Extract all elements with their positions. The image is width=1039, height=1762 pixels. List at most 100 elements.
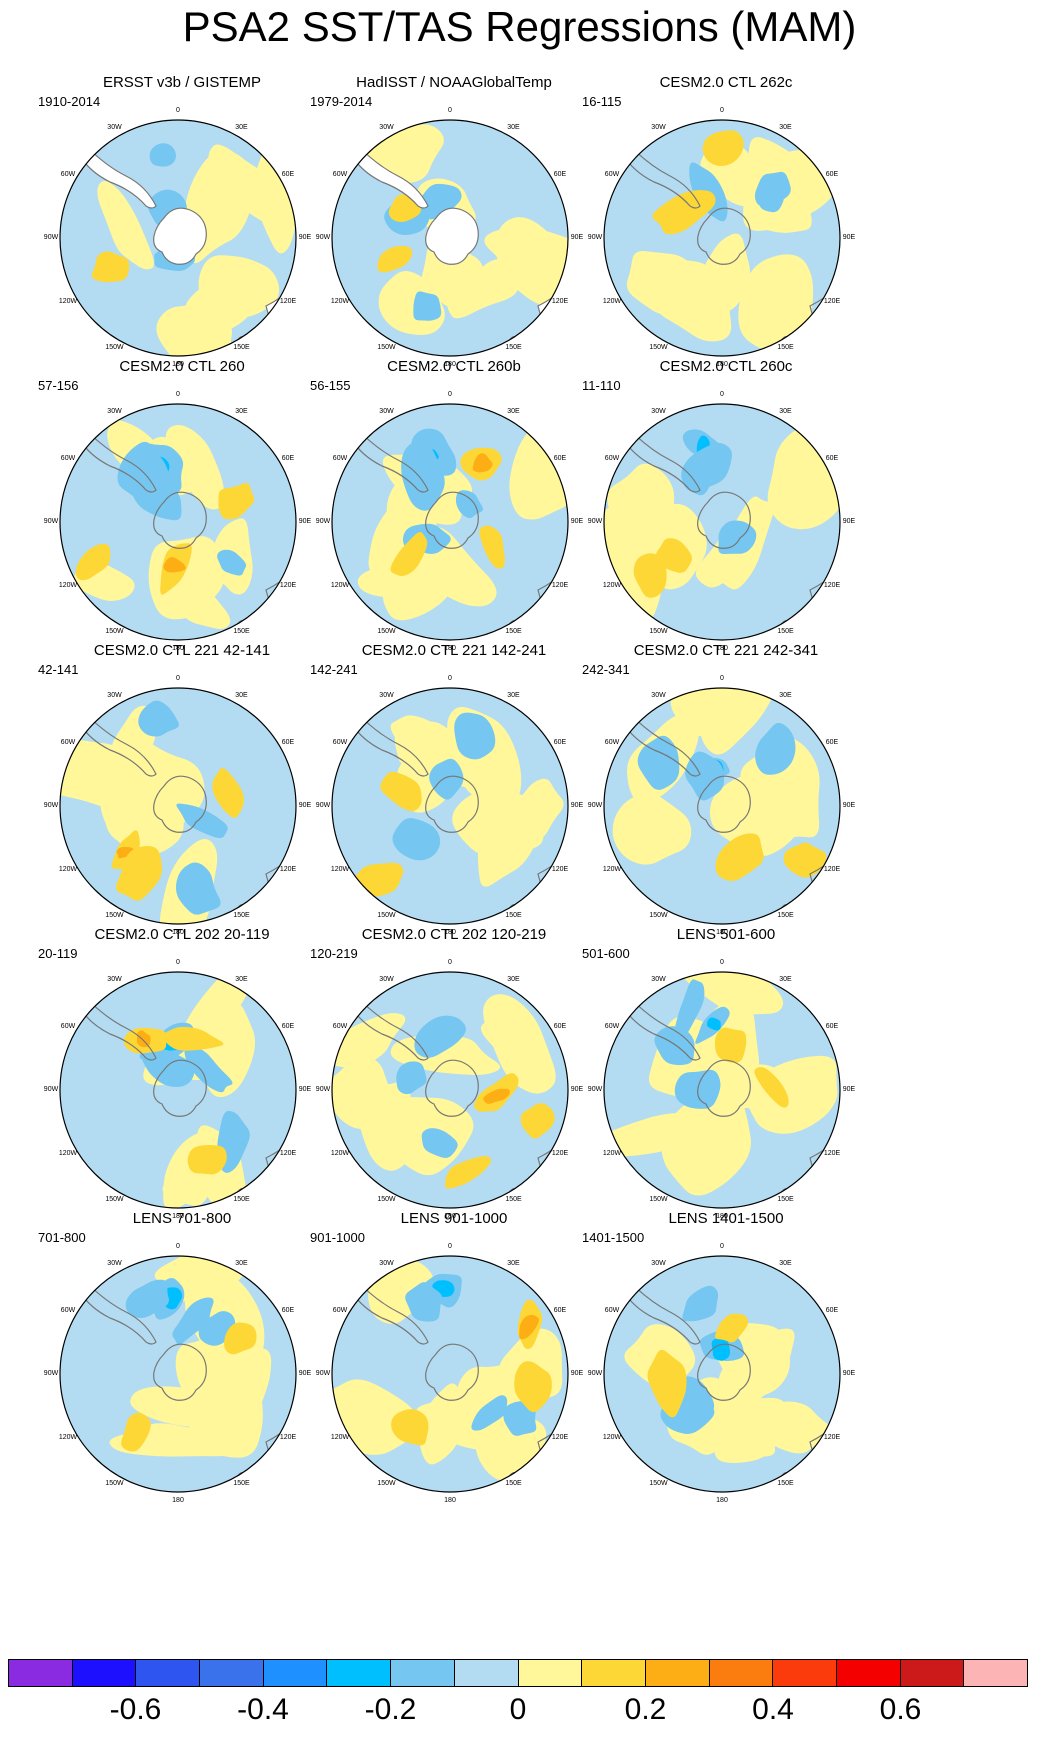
- map-panel: CESM2.0 CTL 221 142-241 142-241 0 30E 60E 90E…: [304, 642, 604, 942]
- colorbar-cell: [454, 1660, 519, 1686]
- map-border: [603, 687, 841, 925]
- longitude-label: 120E: [279, 1433, 297, 1441]
- south-america-coastline: [79, 1281, 157, 1345]
- polar-map: [331, 403, 569, 641]
- longitude-label: 60E: [281, 738, 295, 746]
- longitude-label: 180: [716, 361, 728, 368]
- panel-title: CESM2.0 CTL 221 42-141: [93, 642, 271, 659]
- anomaly-negative-region: [429, 758, 464, 800]
- panel-years: 20-119: [38, 946, 78, 961]
- longitude-label: 180: [716, 929, 728, 936]
- longitude-label: 180: [172, 1497, 184, 1504]
- longitude-label: 150W: [649, 1480, 668, 1487]
- longitude-label: 30E: [235, 976, 248, 983]
- panel-years: 501-600: [582, 946, 630, 961]
- anomaly-warm-region: [390, 531, 428, 577]
- longitude-label: 30E: [235, 692, 248, 699]
- panel-years: 1401-1500: [582, 1230, 645, 1245]
- antarctica-coastline: [153, 1059, 207, 1117]
- longitude-label: 30W: [651, 408, 666, 415]
- longitude-label: 120E: [551, 1149, 569, 1157]
- anomaly-warm-region: [783, 842, 827, 878]
- longitude-label: 30E: [235, 1260, 248, 1267]
- colorbar-cell: [518, 1660, 583, 1686]
- panel-years: 1910-2014: [38, 94, 101, 109]
- longitude-label: 180: [716, 645, 728, 652]
- map-panel: LENS 501-600 501-600 0 30E 60E 90E 120E 150E 180…: [576, 926, 876, 1226]
- longitude-label: 150E: [777, 344, 794, 351]
- longitude-label: 0: [720, 107, 724, 114]
- south-america-coastline: [623, 997, 701, 1061]
- colorbar-cell: [773, 1660, 837, 1686]
- longitude-label: 150E: [777, 912, 794, 919]
- anomaly-positive-region: [357, 561, 449, 598]
- panel-years: 11-110: [582, 378, 621, 393]
- longitude-label: 180: [172, 1213, 184, 1220]
- longitude-label: 60W: [332, 170, 348, 178]
- anomaly-negative-region: [405, 1282, 443, 1322]
- polar-map: [59, 687, 297, 925]
- longitude-label: 150W: [377, 628, 396, 635]
- longitude-label: 30W: [379, 976, 394, 983]
- anomaly-negative-region: [172, 1297, 214, 1345]
- map-border: [331, 687, 569, 925]
- longitude-label: 60E: [825, 1306, 839, 1314]
- longitude-label: 120E: [823, 1149, 841, 1157]
- longitude-label: 30E: [779, 408, 792, 415]
- longitude-label: 150W: [649, 344, 668, 351]
- longitude-label: 120W: [58, 865, 78, 873]
- longitude-label: 150W: [377, 344, 396, 351]
- colorbar-cell: [9, 1660, 73, 1686]
- longitude-label: 0: [720, 675, 724, 682]
- map-border: [331, 119, 569, 357]
- longitude-label: 60W: [332, 1306, 348, 1314]
- longitude-label: 30W: [379, 124, 394, 131]
- map-border: [603, 403, 841, 641]
- panel-years: 701-800: [38, 1230, 86, 1245]
- longitude-label: 150W: [377, 1196, 396, 1203]
- panel-title: LENS 1401-1500: [668, 1210, 784, 1227]
- longitude-label: 90W: [315, 234, 331, 241]
- anomaly-negative-region: [175, 862, 221, 915]
- anomaly-negative-region: [149, 143, 176, 167]
- anomaly-negative-region: [414, 1015, 466, 1058]
- south-america-coastline: [79, 145, 157, 209]
- map-border: [331, 1255, 569, 1493]
- panel-years: 142-241: [310, 662, 358, 677]
- colorbar-cell: [836, 1660, 901, 1686]
- anomaly-negative-region: [138, 700, 179, 737]
- south-america-coastline: [623, 145, 701, 209]
- longitude-label: 0: [448, 959, 452, 966]
- longitude-label: 30W: [379, 692, 394, 699]
- anomaly-positive-region: [332, 1055, 392, 1130]
- longitude-label: 150E: [777, 628, 794, 635]
- longitude-label: 90W: [43, 802, 59, 809]
- map-border: [603, 119, 841, 357]
- longitude-label: 90W: [587, 234, 603, 241]
- longitude-label: 150W: [105, 1196, 124, 1203]
- longitude-label: 90W: [587, 802, 603, 809]
- longitude-label: 0: [176, 959, 180, 966]
- map-panel: CESM2.0 CTL 221 42-141 42-141 0 30E 60E 90E 12…: [32, 642, 332, 942]
- longitude-label: 120W: [602, 297, 622, 305]
- anomaly-positive-region: [165, 425, 225, 510]
- longitude-label: 150E: [777, 1196, 794, 1203]
- panel-title: LENS 901-1000: [400, 1210, 508, 1227]
- anomaly-negative-region: [471, 1395, 508, 1431]
- polar-map: [603, 687, 841, 925]
- longitude-label: 150E: [505, 1196, 522, 1203]
- colorbar-tick-label: 0.4: [752, 1693, 794, 1726]
- longitude-label: 120W: [602, 865, 622, 873]
- panel-title: CESM2.0 CTL 260: [119, 358, 245, 375]
- antarctica-coastline: [153, 491, 207, 549]
- longitude-label: 60E: [825, 1022, 839, 1030]
- map-panel: LENS 1401-1500 1401-1500 0 30E 60E 90E 120E 150…: [576, 1210, 876, 1510]
- anomaly-warm-region: [647, 1349, 687, 1418]
- anomaly-negative-region: [176, 803, 228, 839]
- longitude-label: 120W: [602, 581, 622, 589]
- longitude-label: 30W: [379, 408, 394, 415]
- longitude-label: 90E: [298, 234, 312, 241]
- longitude-label: 90E: [298, 518, 312, 525]
- polar-map: [59, 403, 297, 641]
- colorbar-labels: -0.6 -0.4 -0.2 0 0.2 0.4 0.6: [8, 1692, 1028, 1732]
